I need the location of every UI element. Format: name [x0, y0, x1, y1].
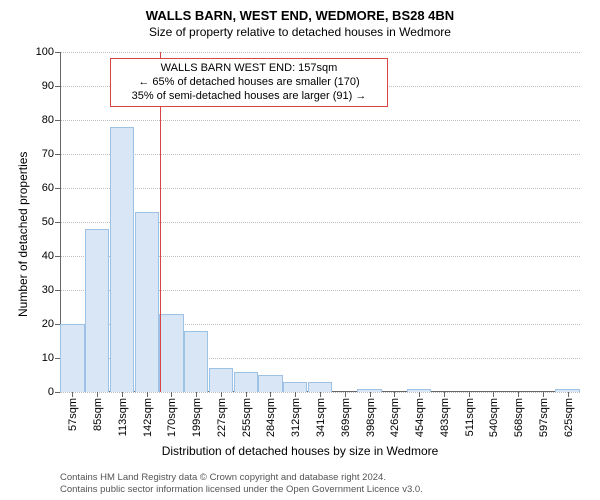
x-tick-mark: [221, 392, 222, 397]
x-tick-mark: [196, 392, 197, 397]
x-tick-label: 142sqm: [140, 398, 154, 437]
x-tick-label: 284sqm: [263, 398, 277, 437]
x-tick-label: 255sqm: [239, 398, 253, 437]
x-tick-label: 113sqm: [115, 398, 129, 436]
grid-line: [60, 188, 580, 189]
y-tick-label: 10: [42, 352, 60, 364]
chart-container: WALLS BARN, WEST END, WEDMORE, BS28 4BN …: [0, 0, 600, 500]
x-axis-label: Distribution of detached houses by size …: [0, 444, 600, 458]
x-tick-mark: [444, 392, 445, 397]
grid-line: [60, 52, 580, 53]
y-tick-label: 80: [42, 114, 60, 126]
annotation-line: WALLS BARN WEST END: 157sqm: [117, 62, 381, 76]
x-tick-label: 170sqm: [164, 398, 178, 437]
y-tick-label: 0: [48, 386, 60, 398]
x-tick-label: 312sqm: [288, 398, 302, 437]
x-tick-mark: [394, 392, 395, 397]
x-tick-label: 85sqm: [90, 398, 104, 431]
annotation-line: 35% of semi-detached houses are larger (…: [117, 90, 381, 104]
chart-subtitle: Size of property relative to detached ho…: [0, 23, 600, 39]
histogram-bar: [258, 375, 282, 392]
x-tick-mark: [345, 392, 346, 397]
y-tick-label: 100: [36, 46, 60, 58]
plot-area: 010203040506070809010057sqm85sqm113sqm14…: [60, 52, 580, 392]
histogram-bar: [209, 368, 233, 392]
y-tick-label: 40: [42, 250, 60, 262]
x-tick-mark: [518, 392, 519, 397]
x-tick-mark: [122, 392, 123, 397]
x-tick-label: 454sqm: [412, 398, 426, 437]
x-tick-mark: [147, 392, 148, 397]
y-tick-label: 60: [42, 182, 60, 194]
histogram-bar: [159, 314, 183, 392]
histogram-bar: [135, 212, 159, 392]
x-tick-label: 369sqm: [338, 398, 352, 437]
grid-line: [60, 154, 580, 155]
histogram-bar: [308, 382, 332, 392]
footer-line: Contains public sector information licen…: [60, 484, 590, 496]
grid-line: [60, 120, 580, 121]
chart-title: WALLS BARN, WEST END, WEDMORE, BS28 4BN: [0, 0, 600, 23]
x-tick-mark: [270, 392, 271, 397]
x-tick-mark: [370, 392, 371, 397]
y-tick-label: 70: [42, 148, 60, 160]
histogram-bar: [85, 229, 109, 392]
x-tick-mark: [72, 392, 73, 397]
histogram-bar: [234, 372, 258, 392]
x-tick-label: 398sqm: [363, 398, 377, 437]
y-tick-label: 30: [42, 284, 60, 296]
x-tick-mark: [543, 392, 544, 397]
y-tick-label: 50: [42, 216, 60, 228]
x-tick-mark: [493, 392, 494, 397]
x-tick-mark: [246, 392, 247, 397]
histogram-bar: [110, 127, 134, 392]
x-tick-mark: [419, 392, 420, 397]
x-tick-label: 597sqm: [536, 398, 550, 437]
footer-line: Contains HM Land Registry data © Crown c…: [60, 472, 590, 484]
histogram-bar: [184, 331, 208, 392]
x-tick-label: 227sqm: [214, 398, 228, 437]
footer-attribution: Contains HM Land Registry data © Crown c…: [60, 472, 590, 496]
x-tick-label: 483sqm: [437, 398, 451, 437]
histogram-bar: [60, 324, 84, 392]
annotation-box: WALLS BARN WEST END: 157sqm← 65% of deta…: [110, 58, 388, 107]
y-axis-label: Number of detached properties: [16, 152, 30, 317]
x-tick-mark: [568, 392, 569, 397]
y-tick-label: 20: [42, 318, 60, 330]
x-tick-label: 625sqm: [561, 398, 575, 437]
x-tick-label: 57sqm: [65, 398, 79, 431]
x-tick-label: 540sqm: [486, 398, 500, 437]
x-tick-mark: [171, 392, 172, 397]
x-tick-label: 568sqm: [511, 398, 525, 437]
x-tick-label: 426sqm: [387, 398, 401, 437]
x-tick-mark: [469, 392, 470, 397]
x-tick-label: 511sqm: [462, 398, 476, 436]
annotation-line: ← 65% of detached houses are smaller (17…: [117, 76, 381, 90]
x-tick-mark: [320, 392, 321, 397]
x-tick-mark: [97, 392, 98, 397]
x-tick-label: 341sqm: [313, 398, 327, 437]
y-tick-label: 90: [42, 80, 60, 92]
x-tick-mark: [295, 392, 296, 397]
x-tick-label: 199sqm: [189, 398, 203, 437]
histogram-bar: [283, 382, 307, 392]
